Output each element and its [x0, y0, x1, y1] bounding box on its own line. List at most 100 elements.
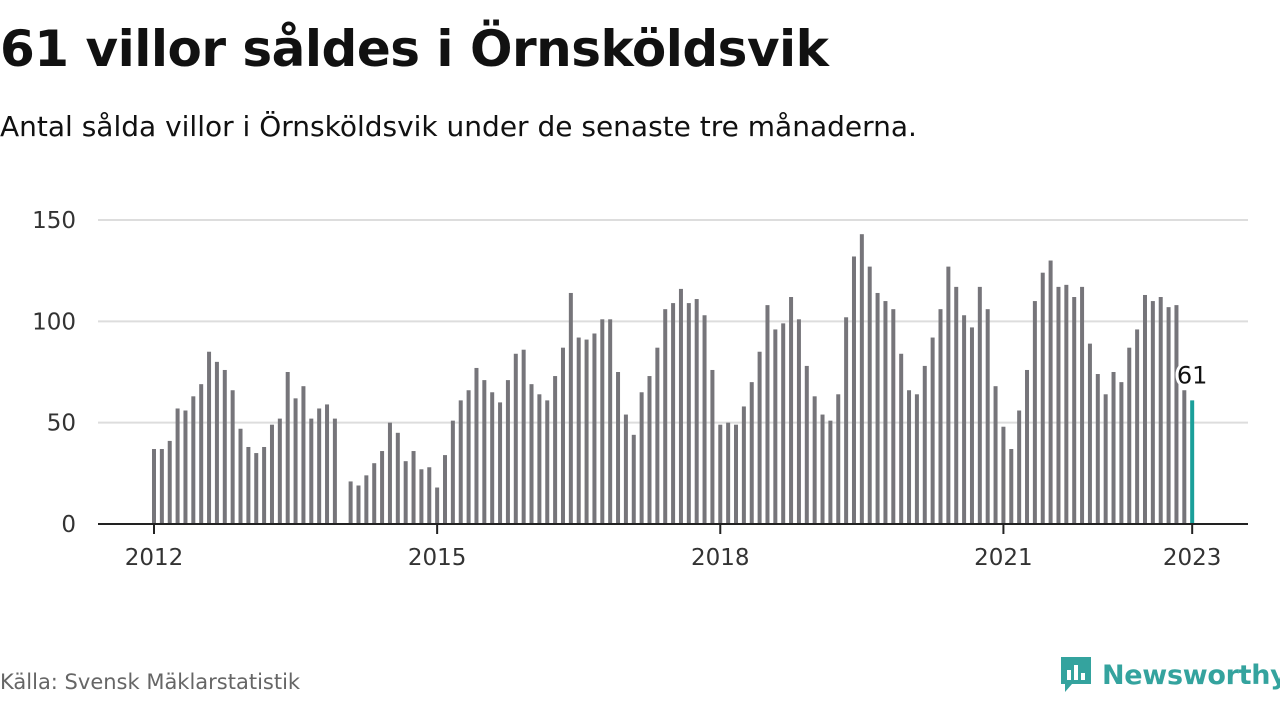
bar [1072, 297, 1077, 524]
bar [954, 286, 959, 524]
highlighted-bar [1190, 400, 1195, 524]
chart-title: 61 villor såldes i Örnsköldsvik [0, 20, 829, 78]
bar [741, 406, 746, 524]
bar [914, 394, 919, 524]
bar [930, 337, 935, 524]
bar [694, 299, 699, 524]
bar [608, 319, 613, 524]
x-tick-label: 2021 [974, 545, 1033, 571]
chart-subtitle: Antal sålda villor i Örnsköldsvik under … [0, 110, 917, 143]
bar [207, 351, 212, 524]
newsworthy-logo[interactable]: Newsworthy [1058, 654, 1280, 696]
bar [1048, 260, 1053, 524]
bar [938, 309, 943, 524]
bar [686, 303, 691, 524]
bar [395, 432, 400, 524]
bar [159, 449, 164, 524]
bar [757, 351, 762, 524]
bar [269, 424, 274, 524]
bar [545, 400, 550, 524]
brand-name: Newsworthy [1102, 659, 1280, 691]
bar [348, 481, 353, 524]
bar [466, 390, 471, 524]
bar [600, 319, 605, 524]
bar [450, 420, 455, 524]
bar [1174, 305, 1179, 524]
bar [222, 369, 227, 524]
bar [1087, 343, 1092, 524]
bar [1142, 294, 1147, 524]
bar [372, 463, 377, 524]
newsworthy-logo-icon [1061, 657, 1091, 692]
source-note: Källa: Svensk Mäklarstatistik [0, 670, 301, 694]
bar [183, 410, 188, 524]
bar [993, 386, 998, 524]
bar [836, 394, 841, 524]
bar [789, 297, 794, 524]
bar [647, 376, 652, 524]
bar [875, 292, 880, 524]
bar [364, 475, 369, 524]
bar [277, 418, 282, 524]
bar [718, 424, 723, 524]
bar [1025, 369, 1030, 524]
bar [1017, 410, 1022, 524]
bar [616, 372, 621, 524]
bar [749, 382, 754, 524]
bar [560, 347, 565, 524]
bar [592, 333, 597, 524]
bar [1103, 394, 1108, 524]
bar [1127, 347, 1132, 524]
bar [781, 323, 786, 524]
bar [246, 446, 251, 524]
bar [482, 380, 487, 524]
bar [962, 315, 967, 524]
bar [985, 309, 990, 524]
bar [356, 485, 361, 524]
bar [907, 390, 912, 524]
bar [262, 446, 267, 524]
bar [435, 487, 440, 524]
bar [309, 418, 314, 524]
bar [411, 451, 416, 524]
bar [702, 315, 707, 524]
bar [844, 317, 849, 524]
bar [293, 398, 298, 524]
bar [191, 396, 196, 524]
bar [576, 337, 581, 524]
bar [883, 301, 888, 524]
bar [663, 309, 668, 524]
bar [458, 400, 463, 524]
bar [529, 384, 534, 524]
bar [859, 234, 864, 525]
bar [230, 390, 235, 524]
bar [867, 266, 872, 524]
bar [387, 422, 392, 524]
bar [490, 392, 495, 524]
bar [804, 365, 809, 524]
bar [946, 266, 951, 524]
bar [419, 469, 424, 524]
bar [1040, 272, 1045, 524]
bar [1158, 297, 1163, 524]
bar [317, 408, 322, 524]
bar [726, 422, 731, 524]
y-tick-label: 100 [32, 309, 76, 335]
highlight-value-label: 61 [1177, 361, 1208, 389]
bar [537, 394, 542, 524]
bar [1009, 449, 1014, 524]
bar [678, 288, 683, 524]
bar [167, 440, 172, 524]
bar [639, 392, 644, 524]
bar [1166, 307, 1171, 524]
bar [513, 353, 518, 524]
bar [631, 434, 636, 524]
bar [301, 386, 306, 524]
bar [969, 327, 974, 524]
bar [584, 339, 589, 524]
bar [498, 402, 503, 524]
bar [1111, 372, 1116, 524]
bar [922, 365, 927, 524]
bar [891, 309, 896, 524]
bar [152, 449, 156, 524]
